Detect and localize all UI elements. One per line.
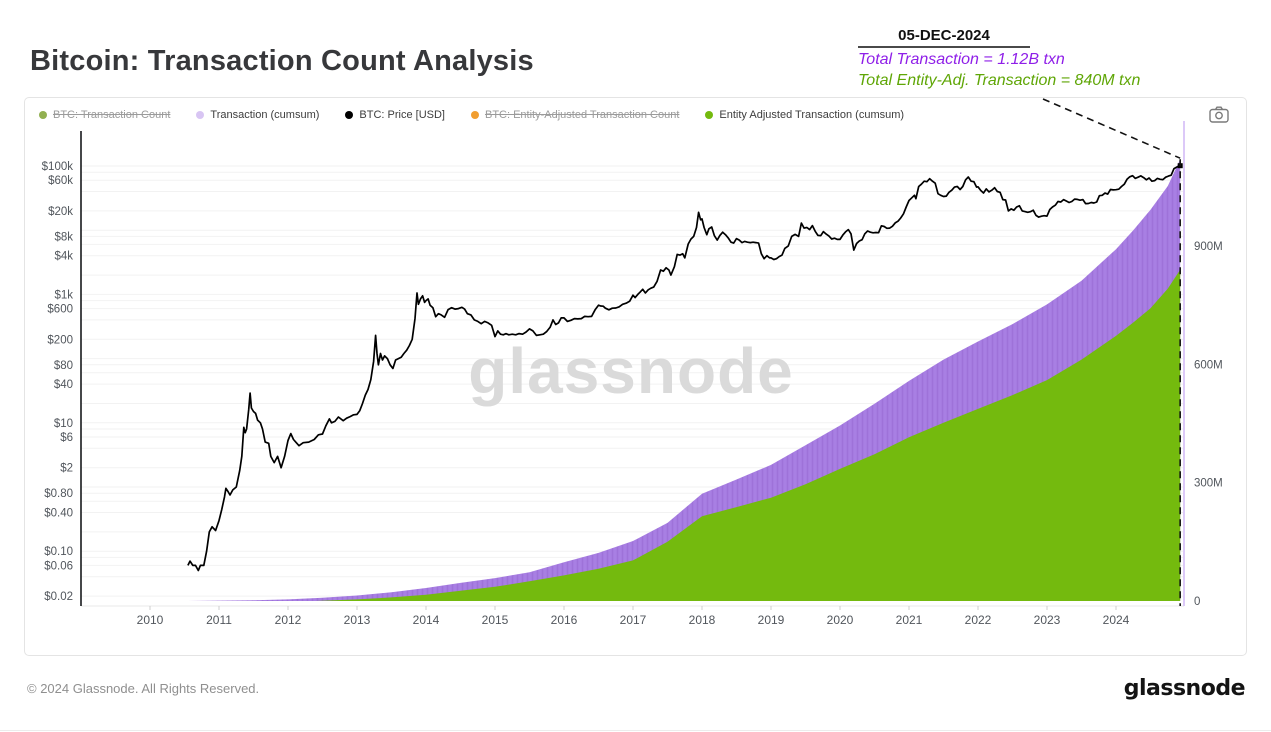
svg-text:2010: 2010 [137, 613, 164, 627]
svg-text:2017: 2017 [620, 613, 647, 627]
svg-text:2018: 2018 [689, 613, 716, 627]
legend-label: BTC: Entity-Adjusted Transaction Count [484, 109, 680, 121]
annotation-date: 05-DEC-2024 [858, 27, 1030, 48]
svg-text:2011: 2011 [206, 613, 232, 627]
page-bottom-rule [0, 730, 1271, 731]
screenshot-button[interactable] [1206, 103, 1232, 125]
svg-text:$60k: $60k [48, 175, 73, 187]
svg-text:2016: 2016 [551, 613, 578, 627]
camera-icon [1209, 106, 1229, 123]
svg-text:$2: $2 [60, 463, 73, 475]
svg-text:$80: $80 [54, 360, 73, 372]
marker-dashed-connector [1042, 98, 1181, 159]
x-axis: 2010 2011 2012 2013 2014 2015 2016 2017 2018 2019… [137, 606, 1130, 627]
svg-text:$100k: $100k [42, 161, 74, 173]
svg-text:$1k: $1k [54, 289, 73, 301]
legend-label: BTC: Transaction Count [53, 109, 171, 121]
svg-text:2014: 2014 [413, 613, 440, 627]
glassnode-logo: glassnode [1123, 676, 1246, 701]
page-title: Bitcoin: Transaction Count Analysis [30, 45, 534, 78]
legend-item-2[interactable]: BTC: Price [USD] [345, 109, 445, 121]
svg-text:600M: 600M [1194, 359, 1223, 371]
copyright-text: © 2024 Glassnode. All Rights Reserved. [27, 681, 260, 696]
svg-text:$0.06: $0.06 [44, 560, 73, 572]
legend-item-3[interactable]: BTC: Entity-Adjusted Transaction Count [470, 109, 680, 121]
svg-text:2019: 2019 [758, 613, 785, 627]
svg-text:$600: $600 [47, 304, 73, 316]
y-axis-right: 900M 600M 300M 0 [1194, 241, 1223, 608]
svg-text:2021: 2021 [896, 613, 923, 627]
watermark: glassnode [468, 335, 794, 407]
legend-label: Entity Adjusted Transaction (cumsum) [719, 109, 905, 121]
annotation-block: 05-DEC-2024 Total Transaction = 1.12B tx… [858, 27, 1178, 90]
svg-text:2013: 2013 [344, 613, 371, 627]
legend-item-1[interactable]: Transaction (cumsum) [196, 109, 319, 121]
svg-text:$10: $10 [54, 418, 73, 430]
legend-item-0[interactable]: BTC: Transaction Count [39, 109, 170, 121]
legend-label: Transaction (cumsum) [210, 109, 320, 121]
svg-text:$0.80: $0.80 [44, 488, 73, 500]
svg-text:900M: 900M [1194, 241, 1223, 253]
svg-text:$6: $6 [60, 432, 73, 444]
svg-text:2022: 2022 [965, 613, 992, 627]
legend-dot [345, 111, 354, 119]
legend-dot [196, 111, 205, 119]
svg-text:$0.40: $0.40 [44, 508, 73, 520]
legend-dot [470, 111, 479, 119]
svg-text:$0.10: $0.10 [44, 546, 73, 558]
svg-text:2024: 2024 [1103, 613, 1130, 627]
svg-text:$8k: $8k [54, 231, 73, 243]
legend-dot [39, 111, 47, 119]
svg-text:2020: 2020 [827, 613, 854, 627]
svg-text:$4k: $4k [54, 251, 73, 263]
svg-text:$0.02: $0.02 [44, 591, 73, 603]
annotation-total-transaction: Total Transaction = 1.12B txn [858, 51, 1065, 68]
svg-text:$200: $200 [47, 334, 73, 346]
area-entity-adjusted-cumsum [315, 269, 1181, 601]
legend-dot [705, 111, 714, 119]
chart-plot-area[interactable]: glassnode$100k$60k$20k$8k$4k$1k$600$200$… [25, 98, 1246, 655]
annotation-total-entity-adj: Total Entity-Adj. Transaction = 840M txn [858, 72, 1141, 89]
chart-panel: glassnode $100k $60k $20k $8k $4k $1k $600 $200 $… [24, 97, 1247, 656]
svg-text:2012: 2012 [275, 613, 302, 627]
svg-text:$20k: $20k [48, 206, 73, 218]
y-axis-left: $100k $60k $20k $8k $4k $1k $600 $200 $80 $40 $10 $… [42, 161, 74, 603]
price-line [187, 164, 1181, 572]
legend-label: BTC: Price [USD] [359, 109, 445, 121]
svg-text:2023: 2023 [1034, 613, 1061, 627]
svg-text:2015: 2015 [482, 613, 509, 627]
svg-text:$40: $40 [54, 379, 73, 391]
legend-item-4[interactable]: Entity Adjusted Transaction (cumsum) [705, 109, 904, 121]
chart-legend: BTC: Transaction Count Transaction (cumsu… [39, 104, 904, 126]
svg-text:300M: 300M [1194, 478, 1223, 490]
svg-text:0: 0 [1194, 596, 1200, 608]
